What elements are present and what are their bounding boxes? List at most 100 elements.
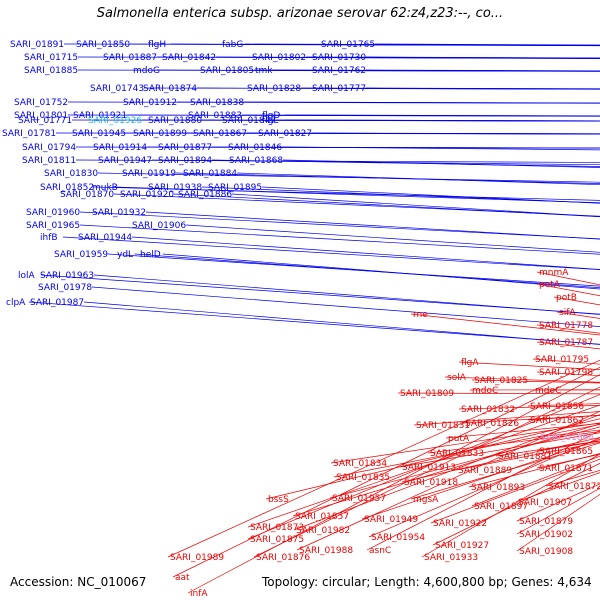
gene-label-forward: SARI_01895 bbox=[208, 183, 262, 193]
gene-label-forward: SARI_01886 bbox=[178, 190, 232, 200]
label-leader-forward bbox=[365, 87, 600, 90]
gene-label-reverse: SARI_01856 bbox=[530, 402, 584, 412]
gene-label-forward: SARI_01877 bbox=[158, 143, 212, 153]
label-leader-forward bbox=[28, 301, 600, 345]
gene-label-reverse: SARI_01865 bbox=[539, 447, 593, 457]
label-leader-forward bbox=[145, 211, 600, 240]
gene-label-reverse: mgsA bbox=[413, 495, 439, 505]
gene-label-reverse: potB bbox=[556, 293, 577, 303]
gene-label-reverse: infA bbox=[190, 589, 208, 599]
label-leader-reverse bbox=[401, 437, 600, 483]
gene-label-forward: SARI_01771 bbox=[18, 116, 72, 126]
gene-label-forward: SARI_01842 bbox=[162, 53, 216, 63]
label-leader-forward bbox=[374, 43, 600, 46]
label-leader-reverse bbox=[253, 386, 600, 558]
gene-label-reverse: SARI_01881 bbox=[498, 452, 552, 462]
gene-label-reverse: asnC bbox=[369, 546, 391, 556]
gene-label-forward: SARI_01919 bbox=[122, 169, 176, 179]
label-leader-forward bbox=[114, 186, 600, 204]
genome-summary-text: Topology: circular; Length: 4,600,800 bp… bbox=[262, 575, 592, 589]
gene-label-layer: SARI_01891 SARI_01850 flgH fabG SARI_01765 SA… bbox=[2, 40, 600, 599]
gene-label-forward: SARI_01945 bbox=[72, 129, 126, 139]
gene-label-reverse: SARI_01988 bbox=[299, 546, 353, 556]
gene-label-forward: SARI_01852 bbox=[40, 183, 94, 193]
gene-label-forward: SARI_01885 bbox=[24, 66, 78, 76]
gene-label-reverse: SARI_01835 bbox=[336, 473, 390, 483]
gene-label-forward: SARI_01938 bbox=[148, 183, 202, 193]
label-leader-forward bbox=[79, 211, 600, 240]
gene-label-forward: SARI_01762 bbox=[312, 66, 366, 76]
gene-label-forward: SARI_01827 bbox=[258, 129, 312, 139]
label-leader-forward bbox=[91, 286, 600, 327]
label-leader-forward bbox=[83, 301, 600, 345]
label-leader-reverse bbox=[296, 410, 600, 551]
gene-label-reverse: SARI_01871 bbox=[539, 464, 593, 474]
gene-label-reverse: mdoC bbox=[472, 386, 498, 396]
gene-label-reverse: SARI_01908 bbox=[519, 547, 573, 557]
gene-label-reverse: SARI_01918 bbox=[404, 478, 458, 488]
gene-label-reverse: SARI_01831 bbox=[416, 421, 470, 431]
gene-label-forward: SARI_01884 bbox=[183, 169, 237, 179]
label-leader-forward bbox=[284, 119, 600, 122]
gene-label-forward: SARI_01960 bbox=[26, 208, 80, 218]
gene-label-forward: flgH bbox=[148, 40, 166, 50]
gene-label-reverse: SARI_01857 bbox=[295, 512, 349, 522]
label-leader-forward bbox=[185, 224, 600, 253]
gene-label-forward: SARI_01920 bbox=[120, 190, 174, 200]
gene-label-reverse: SARI_01949 bbox=[364, 515, 418, 525]
gene-label-forward: mukB bbox=[92, 183, 118, 193]
gene-label-reverse: SARI_01893 bbox=[471, 483, 525, 493]
label-leader-reverse bbox=[293, 414, 600, 531]
gene-label-forward: SARI_01963 bbox=[40, 271, 94, 281]
label-leader-reverse bbox=[292, 423, 600, 517]
gene-label-forward: tmk bbox=[255, 66, 273, 76]
label-leader-forward bbox=[311, 132, 600, 135]
gene-label-reverse: SARI_01809 bbox=[400, 389, 454, 399]
label-leader-forward bbox=[243, 101, 600, 104]
label-leader-reverse bbox=[187, 374, 600, 594]
gene-label-forward: SARI_01926 bbox=[88, 116, 142, 126]
gene-label-forward: SARI_01868 bbox=[229, 156, 283, 166]
label-leader-forward bbox=[365, 56, 600, 59]
gene-label-forward: SARI_01801 bbox=[14, 111, 68, 121]
gene-label-forward: SARI_01978 bbox=[38, 283, 92, 293]
gene-label-forward: SARI_01743 bbox=[90, 84, 144, 94]
label-leader-forward bbox=[113, 193, 600, 217]
label-leader-forward bbox=[93, 186, 600, 201]
gene-label-reverse: SARI_01922 bbox=[433, 519, 487, 529]
gene-label-reverse: SARI_01927 bbox=[435, 541, 489, 551]
gene-label-forward: SARI_01894 bbox=[158, 156, 212, 166]
gene-label-reverse: rne bbox=[413, 310, 428, 320]
gene-label-reverse: SARI_01825 bbox=[474, 376, 528, 386]
gene-label-reverse: SARI_01902 bbox=[519, 530, 573, 540]
gene-label-forward: ihfB bbox=[40, 233, 58, 243]
gene-label-forward: SARI_01828 bbox=[247, 84, 301, 94]
map-title: Salmonella enterica subsp. arizonae sero… bbox=[96, 6, 504, 21]
gene-label-forward: SARI_01838 bbox=[190, 98, 244, 108]
gene-label-forward: ydL bbox=[117, 250, 133, 260]
gene-label-reverse: SARI_01889 bbox=[458, 466, 512, 476]
gene-label-reverse: SARI_01787 bbox=[539, 338, 593, 348]
gene-label-forward: SARI_01730 bbox=[312, 53, 366, 63]
gene-label-forward: SARI_01846 bbox=[228, 143, 282, 153]
gene-label-forward: SARI_01912 bbox=[123, 98, 177, 108]
gene-label-forward: SARI_01811 bbox=[22, 156, 76, 166]
gene-label-forward: clpA bbox=[6, 298, 26, 308]
label-leader-reverse bbox=[430, 458, 600, 524]
label-leader-reverse bbox=[410, 442, 600, 500]
gene-label-forward: SARI_01794 bbox=[22, 143, 76, 153]
gene-label-reverse: SARI_01876 bbox=[256, 553, 310, 563]
gene-label-forward: SARI_01987 bbox=[30, 298, 84, 308]
label-leader-reverse bbox=[247, 404, 600, 528]
gene-label-reverse: SARI_01864 bbox=[540, 433, 594, 443]
label-leader-forward bbox=[62, 236, 600, 271]
label-leader-forward bbox=[131, 236, 600, 270]
gene-label-forward: SARI_01830 bbox=[44, 169, 98, 179]
gene-label-forward: SARI_01781 bbox=[2, 129, 56, 139]
accession-text: Accession: NC_010067 bbox=[10, 575, 147, 589]
gene-label-reverse: potA bbox=[539, 280, 561, 290]
label-leader-reverse bbox=[361, 438, 600, 520]
gene-label-reverse: SARI_01862 bbox=[530, 416, 584, 426]
gene-label-forward: SARI_01874 bbox=[143, 84, 197, 94]
